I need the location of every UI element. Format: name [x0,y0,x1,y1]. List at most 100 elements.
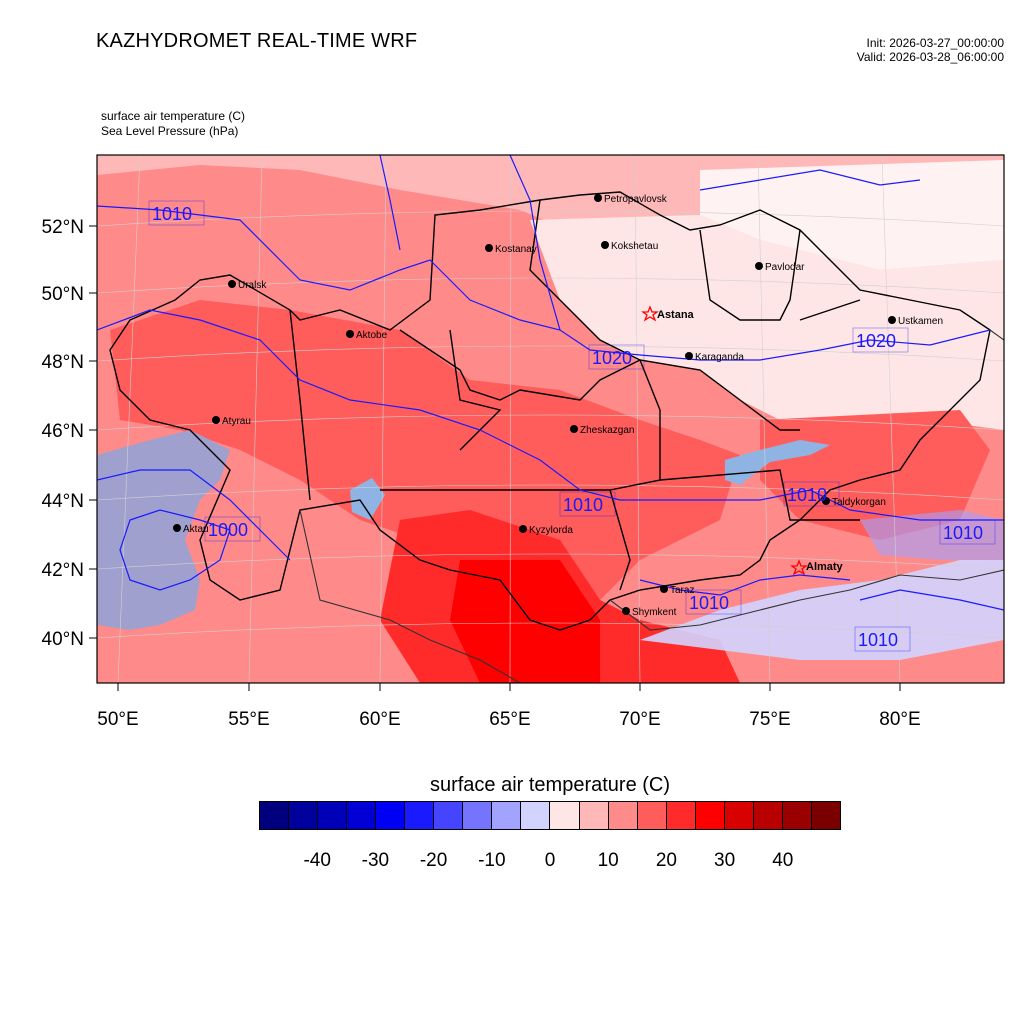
colorbar-swatch [347,802,377,829]
colorbar-swatch [782,802,812,829]
mountain-cold-zone [640,560,1004,660]
svg-text:Karaganda: Karaganda [695,352,744,363]
lon-label: 60°E [359,709,400,730]
colorbar-swatch [579,802,609,829]
isobars [97,155,1004,611]
colorbar [259,801,841,830]
mountain-cold-zone-east [860,510,1004,560]
city-ustkamen: Ustkamen [888,316,943,327]
svg-text:Aktobe: Aktobe [356,330,388,341]
svg-text:Zheskazgan: Zheskazgan [580,425,634,436]
temperature-zone-warm-east [760,410,990,540]
colorbar-tick-label: 30 [714,850,736,871]
svg-text:1020: 1020 [592,348,632,368]
colorbar-swatch [724,802,754,829]
field-labels: surface air temperature (C) Sea Level Pr… [101,109,245,139]
svg-text:1010: 1010 [787,485,827,505]
aral-sea [350,478,385,520]
country-borders [299,329,1004,683]
lon-label: 50°E [97,709,138,730]
isobar-label: 1010 [783,481,840,507]
lat-labels: 52°N 50°N 48°N 46°N 44°N 42°N 40°N [42,217,84,650]
svg-text:Petropavlovsk: Petropavlovsk [604,194,668,205]
city-zheskazgan: Zheskazgan [570,425,634,436]
field-pressure: Sea Level Pressure (hPa) [101,124,239,138]
svg-text:Kostanay: Kostanay [495,244,537,255]
lat-label: 46°N [42,421,84,442]
isobar-label: 1010 [148,200,205,226]
colorbar-swatch [260,802,290,829]
lat-label: 52°N [42,217,84,238]
colorbar-title: surface air temperature (C) [429,774,671,796]
lat-label: 44°N [42,491,84,512]
svg-text:1010: 1010 [689,593,729,613]
lat-label: 48°N [42,352,84,373]
svg-text:Aktau: Aktau [183,524,209,535]
isobar-label: 1010 [685,589,742,615]
svg-text:Ustkamen: Ustkamen [898,316,943,327]
lon-labels: 50°E 55°E 60°E 65°E 70°E 75°E 80°E [97,709,920,730]
colorbar-swatch [608,802,638,829]
colorbar-swatch [289,802,319,829]
lon-label: 55°E [228,709,269,730]
colorbar-swatch [637,802,667,829]
capital-star-icon [641,305,659,322]
axis-ticks [89,225,901,691]
field-temperature: surface air temperature (C) [101,109,246,123]
init-time: Init: 2026-03-27_00:00:00 [866,36,1004,50]
lon-label: 65°E [489,709,530,730]
colorbar-tick-label: -40 [303,850,331,871]
svg-text:Taraz: Taraz [670,585,694,596]
colorbar-tick-label: -10 [478,850,506,871]
svg-text:1010: 1010 [563,495,603,515]
colorbar-swatch [550,802,580,829]
city-astana: Astana [641,305,695,322]
capital-star-icon [790,559,808,576]
isobar-label: 1000 [204,516,261,542]
svg-text:Kyzylorda: Kyzylorda [529,525,573,536]
city-aktau: Aktau [173,524,209,535]
region-borders [109,191,991,631]
colorbar-swatch [695,802,725,829]
temperature-zone-mild [530,215,1004,430]
city-shymkent: Shymkent [622,607,677,618]
isobar-label: 1010 [854,626,911,652]
temperature-zone-hottest [450,560,600,683]
svg-text:Shymkent: Shymkent [632,607,677,618]
colorbar-tick-label: -20 [419,850,448,871]
city-almaty: Almaty [790,559,844,576]
run-info: Init: 2026-03-27_00:00:00 Valid: 2026-03… [857,36,1004,64]
lake-balkhash [725,440,830,485]
map-title: KAZHYDROMET REAL-TIME WRF [96,30,418,52]
colorbar-swatch [376,802,406,829]
isobar-label: 1010 [939,519,996,545]
colorbar-swatch [405,802,435,829]
map-frame [96,154,1005,684]
svg-text:1010: 1010 [943,523,983,543]
colorbar-swatch [811,802,840,829]
isobar-label: 1020 [852,327,909,353]
colorbar-swatch [492,802,522,829]
city-kostanay: Kostanay [485,244,537,255]
city-atyrau: Atyrau [212,416,251,427]
city-kokshetau: Kokshetau [601,241,658,252]
colorbar-swatch [521,802,551,829]
city-taldykorgan: Taldykorgan [822,497,886,508]
colorbar-tick-label: 0 [544,850,556,871]
city-petropavlovsk: Petropavlovsk [594,194,668,205]
svg-text:Taldykorgan: Taldykorgan [832,497,886,508]
city-taraz: Taraz [660,585,694,596]
isobar-label: 1020 [588,344,645,370]
svg-text:Pavlodar: Pavlodar [765,262,805,273]
svg-text:Uralsk: Uralsk [238,280,267,291]
lat-label: 50°N [42,284,84,305]
colorbar-tick-label: 10 [597,850,619,871]
svg-text:Kokshetau: Kokshetau [611,241,658,252]
colorbar-swatch [463,802,493,829]
lon-label: 75°E [749,709,790,730]
map-plot-area [97,155,1004,683]
colorbar-tick-label: 20 [655,850,677,871]
lon-label: 70°E [619,709,660,730]
temperature-zone-mild-north [700,160,1004,270]
